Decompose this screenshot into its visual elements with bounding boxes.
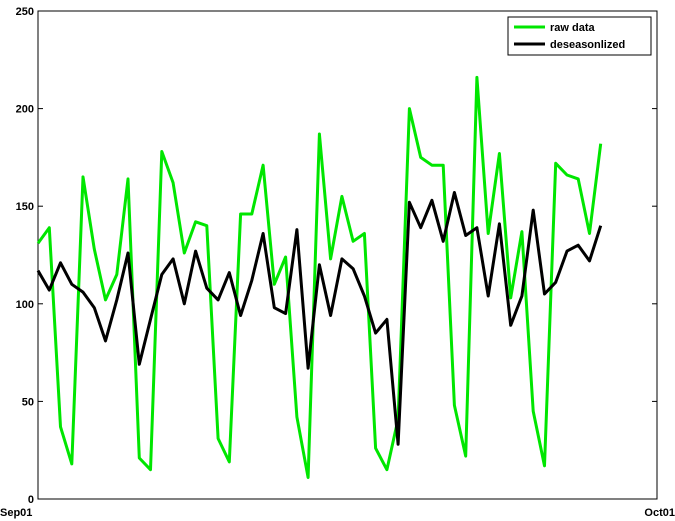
y-tick-label: 50 <box>22 396 34 408</box>
series-layer <box>36 75 603 479</box>
y-tick-label: 100 <box>16 299 34 311</box>
legend-label-deseasonlized: deseasonlized <box>550 39 625 51</box>
series-line-raw-data <box>36 75 603 479</box>
series-line-deseasonlized <box>36 191 603 446</box>
legend: raw data deseasonlized <box>507 16 652 56</box>
y-tick-label: 250 <box>16 6 34 18</box>
legend-box <box>507 16 652 56</box>
y-tick-label: 0 <box>28 494 34 506</box>
plot-area <box>37 10 658 500</box>
y-tick-label: 150 <box>16 201 34 213</box>
legend-label-raw-data: raw data <box>550 22 596 34</box>
x-tick-label-start: Sep01 <box>0 507 32 519</box>
y-axis: 0 50 100 150 200 250 <box>16 6 657 506</box>
x-axis: Sep01 Oct01 <box>0 507 675 519</box>
x-tick-label-end: Oct01 <box>644 507 675 519</box>
y-tick-label: 200 <box>16 104 34 116</box>
